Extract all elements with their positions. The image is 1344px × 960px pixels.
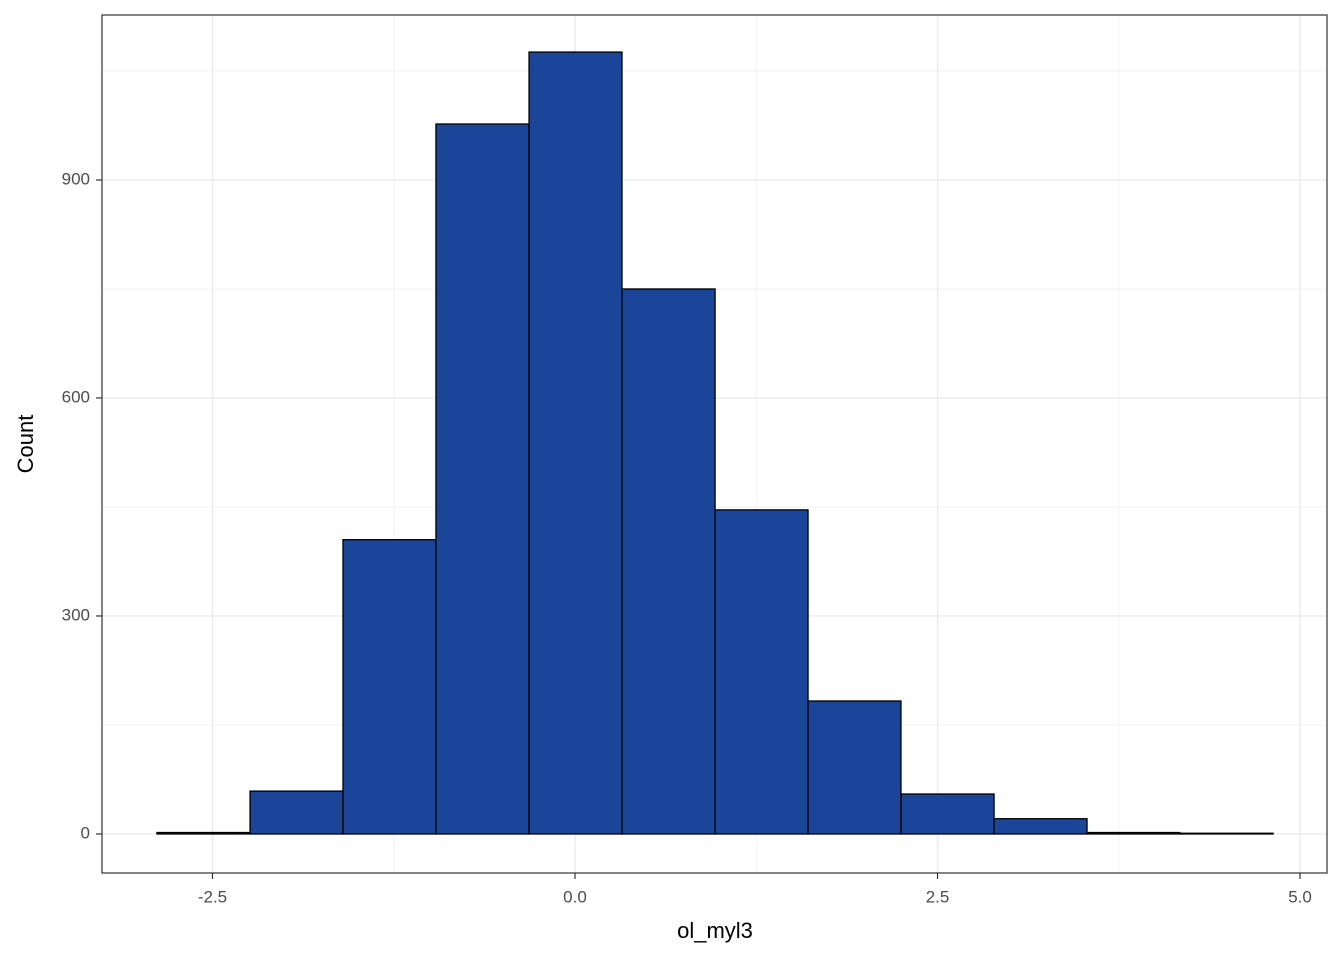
y-tick-label: 900 xyxy=(62,169,90,188)
bar xyxy=(528,51,623,835)
x-tick-label: 0.0 xyxy=(563,887,587,906)
bar xyxy=(807,700,902,835)
x-axis-title: ol_myl3 xyxy=(677,918,753,943)
bar xyxy=(342,539,437,835)
y-tick-label: 0 xyxy=(81,823,90,842)
bars xyxy=(156,51,1274,835)
bar xyxy=(435,123,530,835)
x-tick-label: 5.0 xyxy=(1288,887,1312,906)
y-tick-label: 300 xyxy=(62,605,90,624)
bar xyxy=(621,288,716,835)
x-tick-label: 2.5 xyxy=(926,887,950,906)
y-axis-title: Count xyxy=(13,415,38,474)
bar xyxy=(900,793,995,835)
bar xyxy=(993,818,1088,835)
bar xyxy=(1179,832,1274,835)
axes: -2.5 0.0 2.5 5.0 0 300 600 900 xyxy=(62,169,1312,906)
panel-border xyxy=(101,14,1328,874)
y-tick-label: 600 xyxy=(62,387,90,406)
x-tick-label: -2.5 xyxy=(198,887,227,906)
bar xyxy=(714,509,809,835)
bar xyxy=(249,790,344,835)
bar xyxy=(1086,831,1181,835)
bar xyxy=(156,831,251,835)
